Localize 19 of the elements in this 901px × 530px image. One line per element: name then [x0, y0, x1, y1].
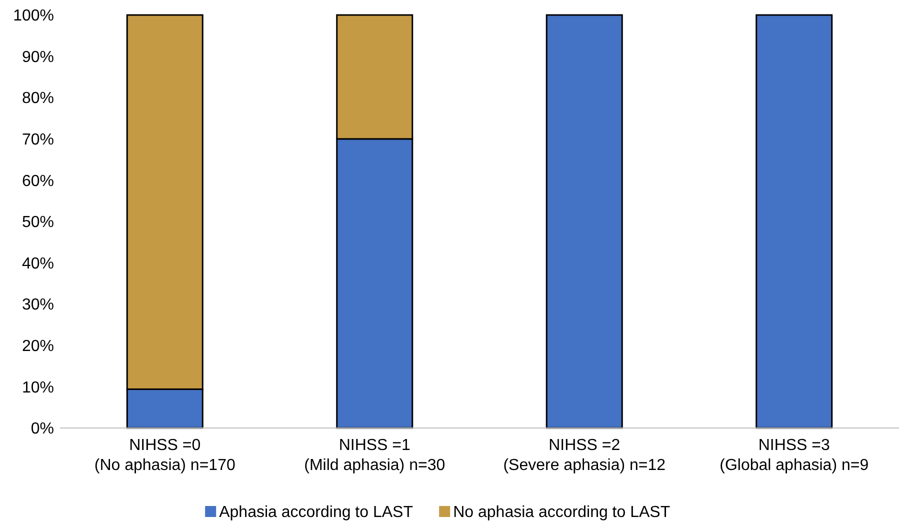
y-tick-label: 0% [30, 420, 54, 438]
y-tick-label: 50% [22, 214, 54, 232]
y-tick-label: 80% [22, 90, 54, 108]
y-tick-label: 90% [22, 48, 54, 66]
x-tick-label: NIHSS =0 (No aphasia) n=170 [94, 437, 236, 474]
y-tick-label: 100% [13, 8, 54, 25]
x-tick-label: NIHSS =2 (Severe aphasia) n=12 [503, 437, 666, 474]
bar [546, 14, 623, 429]
y-tick-label: 70% [22, 132, 54, 148]
legend-label: No aphasia according to LAST [453, 504, 670, 521]
bar [756, 14, 833, 429]
y-tick-label: 60% [22, 172, 54, 190]
y-tick-label: 30% [22, 296, 54, 314]
x-tick-label: NIHSS =1 (Mild aphasia) n=30 [304, 437, 446, 474]
legend-label: Aphasia according to LAST [219, 504, 414, 521]
y-tick-label: 40% [22, 255, 54, 272]
y-tick-label: 20% [22, 338, 54, 355]
y-tick-label: 10% [22, 379, 54, 396]
x-tick-label: NIHSS =3 (Global aphasia) n=9 [720, 437, 869, 474]
